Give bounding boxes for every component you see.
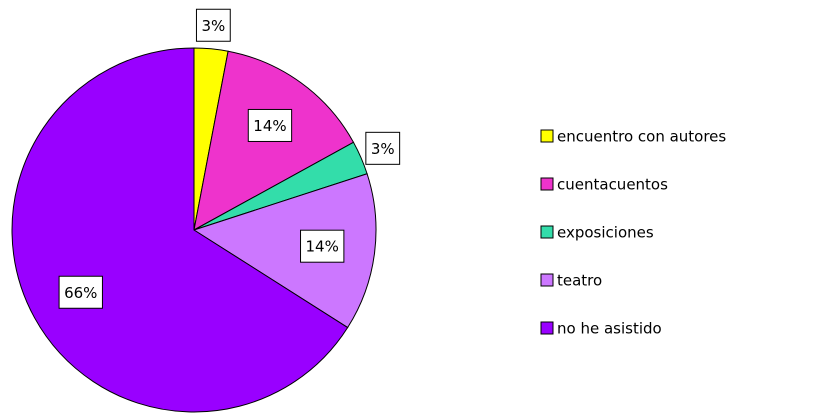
data-label: 3%	[371, 140, 395, 158]
data-label-box	[365, 131, 401, 165]
legend-swatch	[540, 225, 554, 239]
legend-swatch	[540, 321, 554, 335]
legend-swatch	[540, 129, 554, 143]
legend-label: teatro	[557, 272, 602, 290]
legend-label: exposiciones	[557, 224, 654, 242]
legend-swatch	[540, 273, 554, 287]
data-label-box	[58, 275, 103, 309]
data-label-box	[300, 229, 345, 263]
legend-swatch	[540, 177, 554, 191]
legend-label: cuentacuentos	[557, 176, 668, 194]
legend-label: no he asistido	[557, 320, 662, 338]
legend-label: encuentro con autores	[557, 128, 726, 146]
data-label: 66%	[64, 284, 97, 302]
data-label-box	[247, 108, 293, 142]
data-label: 14%	[253, 117, 286, 135]
pie-slice	[192, 173, 377, 329]
data-label: 3%	[201, 17, 225, 35]
data-label: 14%	[306, 238, 339, 256]
data-label-box	[195, 8, 231, 42]
pie-slice	[11, 47, 349, 413]
